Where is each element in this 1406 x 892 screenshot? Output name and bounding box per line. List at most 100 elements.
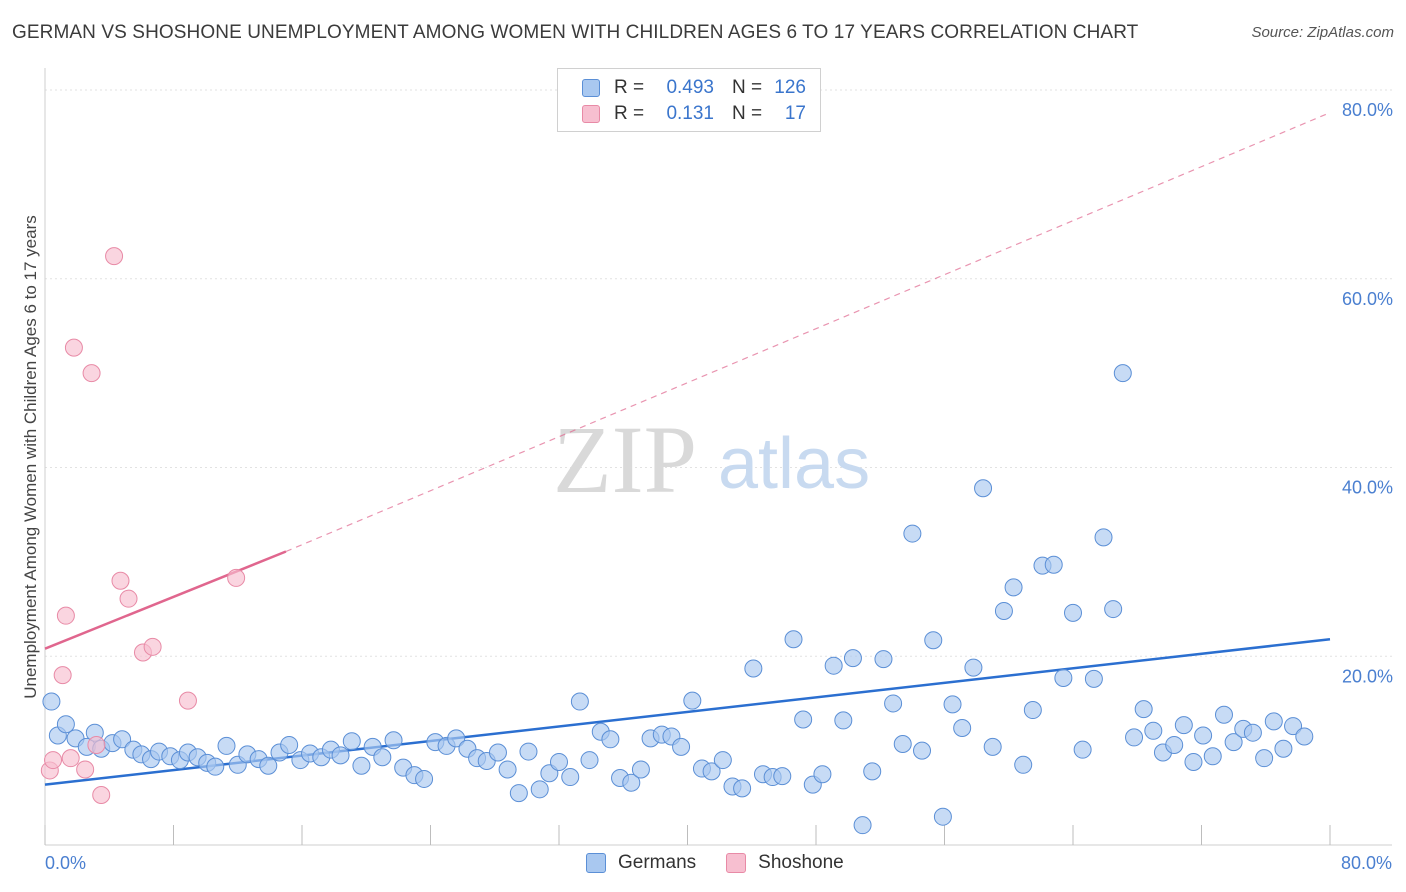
german-point: [813, 765, 832, 784]
correlation-legend: R = 0.493 N = 126 R = 0.131 N = 17: [557, 68, 821, 132]
german-point: [509, 784, 528, 803]
shoshone-point: [82, 364, 101, 383]
axes: [44, 68, 1392, 846]
german-point: [964, 658, 983, 677]
watermark: ZIP atlas: [553, 406, 870, 513]
german-point: [570, 692, 589, 711]
german-point: [773, 767, 792, 786]
shoshone-point: [119, 589, 138, 608]
german-point: [580, 751, 599, 770]
shoshone-point: [56, 606, 75, 625]
german-point: [1255, 749, 1274, 768]
legend-row-germans: R = 0.493 N = 126: [582, 76, 806, 100]
german-point: [1194, 726, 1213, 745]
german-point: [1044, 555, 1063, 574]
german-point: [863, 762, 882, 781]
shoshone-point: [53, 666, 72, 685]
german-point: [1004, 578, 1023, 597]
r-value: 0.131: [666, 103, 714, 124]
german-point: [331, 746, 350, 765]
german-point: [933, 807, 952, 826]
german-point: [384, 731, 403, 750]
german-point: [1214, 705, 1233, 724]
german-point: [893, 735, 912, 754]
german-point: [342, 732, 361, 751]
shoshone-point: [143, 637, 162, 656]
german-point: [259, 756, 278, 775]
series-legend: Germans Shoshone: [586, 852, 874, 874]
german-point: [853, 816, 872, 835]
data-points: [40, 247, 1314, 835]
german-point: [519, 742, 538, 761]
german-point: [1174, 716, 1193, 735]
german-point: [733, 779, 752, 798]
german-point: [1113, 364, 1132, 383]
shoshone-point: [61, 749, 80, 768]
german-point: [530, 780, 549, 799]
german-point: [1104, 600, 1123, 619]
german-point: [56, 715, 75, 734]
german-point: [1274, 739, 1293, 758]
german-point: [672, 737, 691, 756]
german-point: [561, 768, 580, 787]
german-point: [834, 711, 853, 730]
shoshone-trend-extension: [285, 112, 1331, 553]
german-point: [631, 760, 650, 779]
n-value: 126: [774, 77, 806, 98]
german-point: [903, 524, 922, 543]
n-label: N =: [732, 103, 763, 124]
shoshone-point: [76, 760, 95, 779]
german-point: [1224, 733, 1243, 752]
y-tick-label: 40.0%: [1342, 478, 1393, 498]
german-point: [713, 751, 732, 770]
german-point: [1094, 528, 1113, 547]
german-point: [415, 769, 434, 788]
r-label: R =: [614, 77, 645, 98]
german-point: [974, 479, 993, 498]
watermark-atlas: atlas: [718, 424, 870, 504]
german-point: [488, 743, 507, 762]
german-point: [794, 710, 813, 729]
shoshone-point: [178, 691, 197, 710]
german-point: [784, 630, 803, 649]
legend-row-shoshone: R = 0.131 N = 17: [582, 102, 806, 126]
x-tick-label: 0.0%: [45, 853, 86, 873]
german-point: [1184, 752, 1203, 771]
german-point: [1084, 669, 1103, 688]
german-point: [913, 741, 932, 760]
shoshone-point: [44, 751, 63, 770]
shoshone-point: [111, 571, 130, 590]
german-point: [824, 656, 843, 675]
shoshone-point: [87, 735, 106, 754]
y-tick-label: 60.0%: [1342, 289, 1393, 309]
source-credit: Source: ZipAtlas.com: [1251, 24, 1394, 41]
german-point: [702, 762, 721, 781]
germans-swatch: [586, 853, 606, 873]
n-label: N =: [732, 77, 763, 98]
shoshone-swatch: [726, 853, 747, 873]
german-point: [352, 756, 371, 775]
n-value: 17: [784, 103, 806, 124]
chart-title: GERMAN VS SHOSHONE UNEMPLOYMENT AMONG WO…: [12, 22, 1139, 43]
german-point: [994, 601, 1013, 620]
german-point: [884, 694, 903, 713]
german-point: [683, 691, 702, 710]
german-point: [1144, 721, 1163, 740]
y-tick-label: 20.0%: [1342, 666, 1393, 686]
legend-item-shoshone: Shoshone: [726, 852, 844, 874]
german-point: [874, 650, 893, 669]
german-point: [1073, 740, 1092, 759]
legend-label-germans: Germans: [618, 852, 697, 873]
german-point: [42, 692, 61, 711]
german-point: [744, 659, 763, 678]
german-point: [373, 748, 392, 767]
shoshone-point: [92, 785, 111, 804]
watermark-zip: ZIP: [553, 406, 697, 513]
legend-label-shoshone: Shoshone: [758, 852, 844, 873]
german-point: [1064, 603, 1082, 622]
german-point: [983, 737, 1002, 756]
germans-swatch: [582, 79, 600, 97]
x-tick-label: 80.0%: [1341, 853, 1392, 873]
shoshone-point: [227, 568, 246, 587]
y-axis-title: Unemployment Among Women with Children A…: [21, 215, 40, 699]
